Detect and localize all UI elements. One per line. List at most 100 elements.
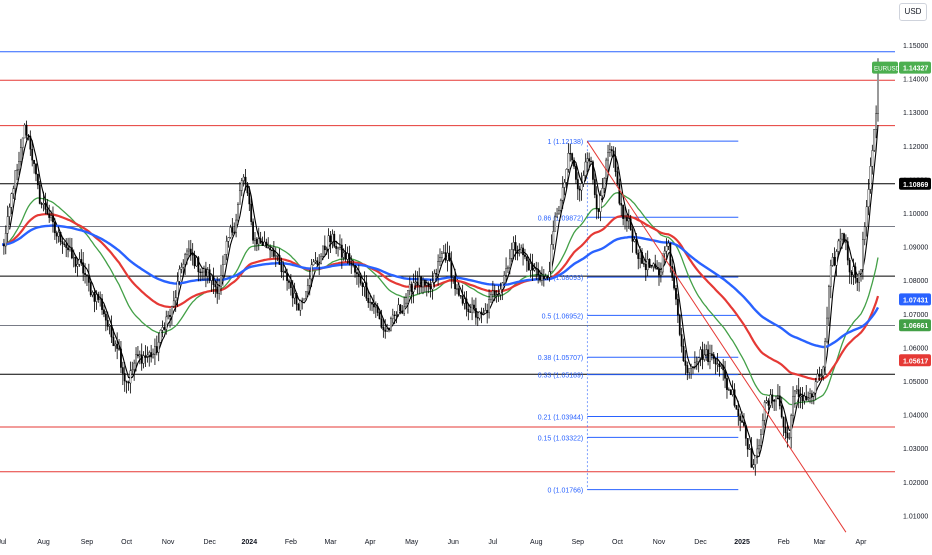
candle-body <box>454 276 457 290</box>
candle-body <box>735 405 738 410</box>
candle-body <box>225 240 228 255</box>
candle-body <box>516 250 519 254</box>
currency-label[interactable]: USD <box>899 3 927 21</box>
time-tick-label: 2025 <box>734 539 750 546</box>
candle-body <box>642 263 645 265</box>
candle-body <box>112 336 115 347</box>
candle-body <box>29 135 32 150</box>
fib-retracement[interactable]: 1 (1.12138) 0.86 (1.09872) 0.81 (1.08093) 0… <box>538 139 739 495</box>
candle-body <box>433 273 436 283</box>
candle-body <box>99 298 102 300</box>
candle-body <box>367 298 370 303</box>
candle-body <box>19 147 22 162</box>
candle-body <box>777 395 779 397</box>
candle-body <box>831 256 834 266</box>
candle-body <box>344 252 347 260</box>
candle-body <box>792 395 794 416</box>
candle-body <box>580 183 583 191</box>
candle-body <box>36 173 39 186</box>
fib-level-label: 0.21 (1.03944) <box>538 414 584 421</box>
trendline[interactable] <box>586 140 847 533</box>
candle-body <box>822 366 825 376</box>
candle-body <box>208 269 211 281</box>
candle-body <box>812 392 815 397</box>
candle-body <box>203 268 205 273</box>
candle-body <box>794 390 796 397</box>
candle-body <box>384 329 387 332</box>
candle-body <box>165 316 168 330</box>
candle-body <box>614 156 617 172</box>
candle-body <box>727 389 730 391</box>
candle-body <box>671 266 674 278</box>
candle-body <box>558 210 560 215</box>
candle-body <box>67 247 69 251</box>
fib-level-label: 0.15 (1.03322) <box>538 435 584 442</box>
time-axis[interactable]: Jul Aug Sep Oct Nov Dec 2024 Feb Mar Apr May Jun Jul… <box>0 539 867 546</box>
candle-body <box>163 327 166 330</box>
candle-body <box>80 259 83 263</box>
time-tick-label: Nov <box>162 539 175 546</box>
candle-body <box>505 268 507 276</box>
candle-body <box>61 241 64 245</box>
candle-body <box>814 381 817 394</box>
candle-body <box>127 381 130 384</box>
candle-body <box>46 209 49 215</box>
candle-body <box>803 395 806 402</box>
candle-body <box>339 244 341 248</box>
candle-body <box>786 432 789 438</box>
candle-body <box>529 263 532 271</box>
candle-body <box>221 264 224 276</box>
candle-body <box>471 304 473 313</box>
candle-body <box>457 288 460 296</box>
candle-body <box>546 276 549 278</box>
candle-body <box>310 264 313 280</box>
candle-body <box>790 415 793 438</box>
candle-body <box>680 334 683 347</box>
candle-body <box>775 396 777 402</box>
candle-body <box>444 252 447 261</box>
candle-body <box>284 270 287 274</box>
candle-body <box>739 415 742 421</box>
candle-body <box>637 252 640 259</box>
candle-body <box>269 247 271 251</box>
candle-body <box>784 426 787 434</box>
candle-body <box>201 271 204 274</box>
price-tick-label: 1.09000 <box>903 245 928 252</box>
candle-body <box>333 233 336 247</box>
candle-body <box>263 241 266 246</box>
candle-body <box>437 261 440 275</box>
candle-body <box>38 184 41 204</box>
candle-body <box>278 255 281 265</box>
candle-body <box>233 232 236 234</box>
candle-body <box>863 226 866 240</box>
candle-body <box>182 263 185 268</box>
candle-body <box>195 257 198 267</box>
candle-body <box>867 189 870 208</box>
candle-body <box>690 366 692 369</box>
candle-body <box>425 282 428 286</box>
candle-body <box>380 318 383 328</box>
candle-body <box>431 282 434 290</box>
candle-body <box>641 252 643 264</box>
price-axis[interactable]: 1.150001.140001.130001.120001.110001.100… <box>903 43 928 520</box>
candle-body <box>561 187 564 201</box>
candle-body <box>692 366 694 368</box>
candle-body <box>750 448 753 468</box>
candle-body <box>578 188 581 191</box>
candle-body <box>748 448 751 450</box>
time-tick-label: May <box>405 539 419 546</box>
candle-body <box>271 249 273 252</box>
candle-body <box>741 420 743 423</box>
candle-body <box>265 241 268 248</box>
candle-body <box>169 314 171 317</box>
time-tick-label: Nov <box>653 539 666 546</box>
candle-body <box>678 314 681 335</box>
symbol-tag: EURUSD <box>874 66 901 73</box>
candle-body <box>229 227 232 238</box>
candle-body <box>365 282 368 299</box>
candle-body <box>780 405 783 418</box>
time-tick-label: Mar <box>813 539 826 546</box>
fib-level-label: 0.38 (1.05707) <box>538 355 584 362</box>
